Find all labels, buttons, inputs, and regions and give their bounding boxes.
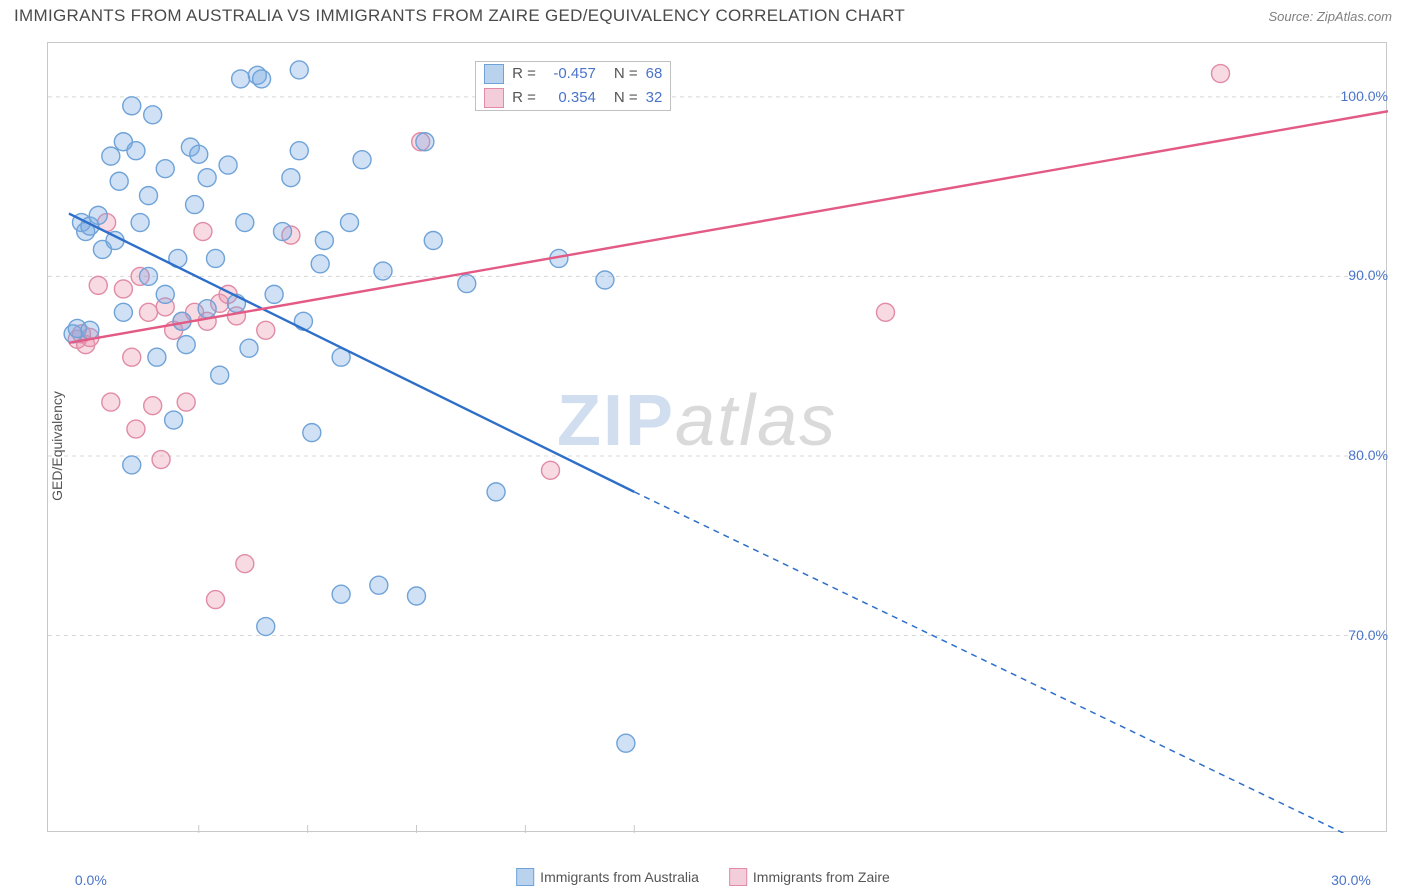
stat-r-label: R =: [512, 65, 536, 82]
legend-label: Immigrants from Australia: [540, 869, 699, 885]
data-point: [408, 587, 426, 605]
data-point: [416, 133, 434, 151]
data-point: [131, 214, 149, 232]
data-point: [152, 451, 170, 469]
data-point: [253, 70, 271, 88]
trend-line-extrapolated: [634, 492, 1388, 833]
stat-r-label: R =: [512, 89, 536, 106]
data-point: [232, 70, 250, 88]
data-point: [114, 280, 132, 298]
x-tick-label: 0.0%: [75, 872, 107, 888]
data-point: [236, 214, 254, 232]
data-point: [114, 303, 132, 321]
data-point: [211, 366, 229, 384]
y-tick-label: 90.0%: [1348, 267, 1388, 283]
data-point: [89, 206, 107, 224]
series-legend: Immigrants from Australia Immigrants from…: [516, 868, 890, 886]
data-point: [290, 61, 308, 79]
data-point: [341, 214, 359, 232]
data-point: [487, 483, 505, 501]
stats-row: R = 0.354 N = 32: [476, 86, 670, 110]
data-point: [240, 339, 258, 357]
stat-r-value: -0.457: [544, 65, 596, 82]
legend-swatch: [484, 88, 504, 108]
trend-line: [69, 111, 1388, 343]
stats-row: R = -0.457 N = 68: [476, 62, 670, 86]
data-point: [144, 106, 162, 124]
data-point: [89, 276, 107, 294]
data-point: [207, 249, 225, 267]
data-point: [294, 312, 312, 330]
data-point: [424, 232, 442, 250]
data-point: [148, 348, 166, 366]
data-point: [370, 576, 388, 594]
stat-n-label: N =: [614, 65, 638, 82]
data-point: [186, 196, 204, 214]
data-point: [257, 618, 275, 636]
data-point: [102, 147, 120, 165]
data-point: [156, 160, 174, 178]
legend-swatch: [729, 868, 747, 886]
data-point: [198, 169, 216, 187]
data-point: [236, 555, 254, 573]
data-point: [257, 321, 275, 339]
stat-r-value: 0.354: [544, 89, 596, 106]
chart-frame: ZIPatlas R =-0.457N =68R =0.354N =32: [47, 42, 1387, 832]
source-attribution: Source: ZipAtlas.com: [1268, 9, 1392, 24]
data-point: [127, 142, 145, 160]
data-point: [290, 142, 308, 160]
chart-title: IMMIGRANTS FROM AUSTRALIA VS IMMIGRANTS …: [14, 6, 905, 26]
legend-label: Immigrants from Zaire: [753, 869, 890, 885]
legend-swatch: [516, 868, 534, 886]
data-point: [177, 336, 195, 354]
legend-item: Immigrants from Zaire: [729, 868, 890, 886]
data-point: [123, 348, 141, 366]
data-point: [877, 303, 895, 321]
data-point: [596, 271, 614, 289]
data-point: [303, 424, 321, 442]
data-point: [81, 321, 99, 339]
data-point: [190, 145, 208, 163]
data-point: [374, 262, 392, 280]
data-point: [315, 232, 333, 250]
stat-n-value: 32: [646, 89, 663, 106]
data-point: [332, 585, 350, 603]
data-point: [274, 223, 292, 241]
data-point: [282, 169, 300, 187]
legend-swatch: [484, 64, 504, 84]
stat-n-value: 68: [646, 65, 663, 82]
data-point: [123, 97, 141, 115]
data-point: [458, 275, 476, 293]
data-point: [144, 397, 162, 415]
data-point: [177, 393, 195, 411]
data-point: [207, 591, 225, 609]
data-point: [353, 151, 371, 169]
data-point: [140, 303, 158, 321]
data-point: [617, 734, 635, 752]
legend-item: Immigrants from Australia: [516, 868, 699, 886]
data-point: [102, 393, 120, 411]
data-point: [140, 187, 158, 205]
data-point: [140, 267, 158, 285]
data-point: [198, 300, 216, 318]
stat-n-label: N =: [614, 89, 638, 106]
data-point: [311, 255, 329, 273]
data-point: [123, 456, 141, 474]
data-point: [265, 285, 283, 303]
data-point: [542, 461, 560, 479]
x-tick-label: 30.0%: [1331, 872, 1371, 888]
data-point: [1212, 65, 1230, 83]
data-point: [219, 156, 237, 174]
correlation-stats-box: R = -0.457 N = 68 R = 0.354 N = 32: [475, 61, 671, 111]
data-point: [156, 285, 174, 303]
data-point: [194, 223, 212, 241]
y-tick-label: 70.0%: [1348, 627, 1388, 643]
data-point: [110, 172, 128, 190]
y-axis-label: GED/Equivalency: [49, 391, 65, 501]
scatter-chart: [48, 43, 1388, 833]
data-point: [165, 411, 183, 429]
data-point: [127, 420, 145, 438]
y-tick-label: 80.0%: [1348, 447, 1388, 463]
y-tick-label: 100.0%: [1341, 88, 1388, 104]
